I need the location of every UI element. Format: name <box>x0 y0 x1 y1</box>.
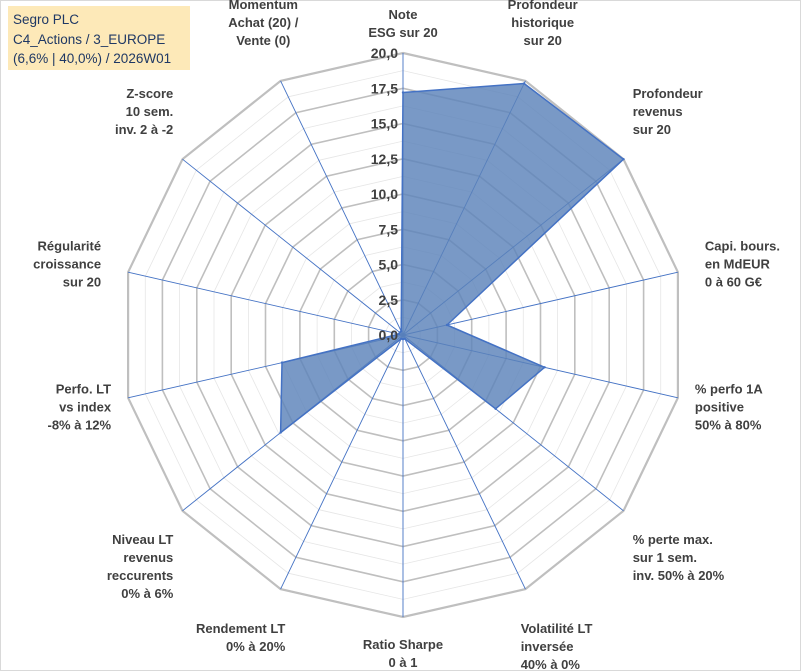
series-point <box>400 330 403 333</box>
period-label: (6,6% | 40,0%) / 2026W01 <box>13 51 172 66</box>
axis-labels: Note ESG sur 20 Profondeur historique sur 20… <box>33 0 780 671</box>
series-point <box>401 338 405 341</box>
axis-label-line: 10 sem. <box>126 104 174 119</box>
axis-label: Régularité croissance sur 20 <box>33 238 101 289</box>
axis-label-line: Perfo. LT <box>56 382 111 397</box>
axis-label-line: -8% à 12% <box>48 418 112 433</box>
axis-label-line: reccurents <box>107 568 173 583</box>
axis-label-line: Profondeur <box>508 0 578 12</box>
axis-label-line: revenus <box>123 550 173 565</box>
tick-label: 5,0 <box>379 257 399 273</box>
axis-label-line: historique <box>511 15 574 30</box>
axis-label-line: % perte max. <box>633 532 713 547</box>
series-point <box>522 82 526 85</box>
tick-label: 12,5 <box>371 151 398 167</box>
axis-label-line: Z-score <box>126 86 173 101</box>
axis-label: Perfo. LT vs index -8% à 12% <box>48 382 112 433</box>
axis-label-line: inv. 2 à -2 <box>115 122 173 137</box>
axis-label-line: % perfo 1A <box>695 382 764 397</box>
axis-label-line: sur 20 <box>63 274 101 289</box>
axis-label-line: vs index <box>59 400 112 415</box>
axis-label-line: 0% à 20% <box>226 639 286 654</box>
axis-label-line: 50% à 80% <box>695 418 762 433</box>
axis-label: Z-score 10 sem. inv. 2 à -2 <box>115 86 173 137</box>
axis-label-line: Régularité <box>38 238 102 253</box>
axis-label-line: Achat (20) / <box>228 15 298 30</box>
company-name: Segro PLC <box>13 12 80 27</box>
axis-label-line: Note <box>389 7 418 22</box>
axis-label-line: 40% à 0% <box>521 657 581 671</box>
axis-label: Momentum Achat (20) / Vente (0) <box>228 0 298 48</box>
series-point <box>400 337 403 340</box>
tick-label: 7,5 <box>379 221 399 237</box>
axis-label: Capi. bours. en MdEUR 0 à 60 G€ <box>705 238 780 289</box>
axis-label-line: Rendement LT <box>196 621 285 636</box>
axis-label: Rendement LT 0% à 20% <box>196 621 286 654</box>
axis-label-line: croissance <box>33 256 101 271</box>
axis-label-line: en MdEUR <box>705 256 771 271</box>
axis-label-line: Niveau LT <box>112 532 173 547</box>
series-point <box>494 407 497 410</box>
axis-label-line: Vente (0) <box>236 33 290 48</box>
axis-label: % perte max. sur 1 sem. inv. 50% à 20% <box>633 532 725 583</box>
tick-label: 15,0 <box>371 116 398 132</box>
axis-label-line: sur 20 <box>633 122 671 137</box>
axis-label-line: sur 1 sem. <box>633 550 697 565</box>
axis-label-line: inversée <box>521 639 574 654</box>
axis-label: Ratio Sharpe 0 à 1 <box>363 637 443 670</box>
axis-spoke <box>402 334 526 590</box>
radial-tick-labels: 0,0 2,5 5,0 7,5 10,0 12,5 15,0 17,5 20,0 <box>371 45 398 343</box>
axis-label-line: revenus <box>633 104 683 119</box>
axis-label: % perfo 1A positive 50% à 80% <box>695 382 764 433</box>
axis-label-line: Profondeur <box>633 86 703 101</box>
tick-label: 17,5 <box>371 80 398 96</box>
axis-label-line: Ratio Sharpe <box>363 637 443 652</box>
series-point <box>401 91 405 94</box>
axis-spoke <box>280 80 404 336</box>
series-point <box>403 337 406 340</box>
axis-label-line: Volatilité LT <box>521 621 593 636</box>
axis-label-line: inv. 50% à 20% <box>633 568 725 583</box>
category-label: C4_Actions / 3_EUROPE <box>13 31 166 47</box>
axis-spoke <box>280 334 404 590</box>
axis-spoke <box>182 158 404 336</box>
axis-label: Profondeur historique sur 20 <box>508 0 578 48</box>
tick-label: 20,0 <box>371 45 398 61</box>
axis-label-line: Capi. bours. <box>705 238 780 253</box>
axis-label-line: 0 à 60 G€ <box>705 274 762 289</box>
series-point <box>543 366 546 369</box>
axis-label: Profondeur revenus sur 20 <box>633 86 703 137</box>
tick-label: 2,5 <box>379 292 399 308</box>
series-point <box>445 323 449 327</box>
radar-series <box>279 82 625 434</box>
series-point <box>279 431 282 434</box>
info-box: Segro PLC C4_Actions / 3_EUROPE (6,6% | … <box>8 6 190 70</box>
axis-label: Note ESG sur 20 <box>368 7 437 40</box>
axis-label-line: Momentum <box>229 0 298 12</box>
axis-spoke <box>402 271 679 336</box>
axis-label-line: ESG sur 20 <box>368 25 437 40</box>
axis-label-line: positive <box>695 400 744 415</box>
axis-label-line: 0 à 1 <box>389 655 418 670</box>
axis-spoke <box>127 271 404 336</box>
tick-label: 0,0 <box>379 327 399 343</box>
axis-label-line: 0% à 6% <box>121 586 173 601</box>
series-point <box>622 158 625 161</box>
axis-label-line: sur 20 <box>524 33 562 48</box>
series-point <box>280 361 284 364</box>
tick-label: 10,0 <box>371 186 398 202</box>
axis-label: Volatilité LT inversée 40% à 0% <box>521 621 593 671</box>
axis-label: Niveau LT revenus reccurents 0% à 6% <box>107 532 174 601</box>
